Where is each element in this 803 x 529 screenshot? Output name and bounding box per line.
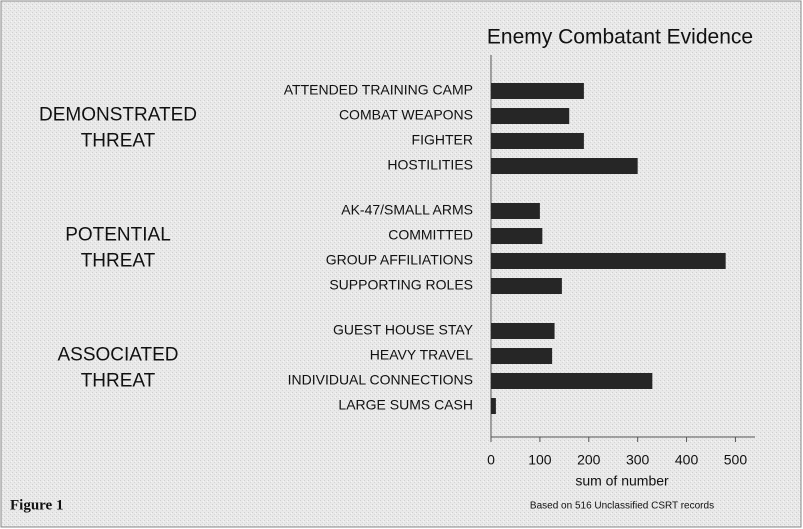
x-tick-label: 0 (487, 452, 495, 468)
category-label: AK-47/SMALL ARMS (341, 202, 473, 218)
chart-title: Enemy Combatant Evidence (487, 26, 753, 49)
category-label: COMBAT WEAPONS (339, 107, 473, 123)
bar (491, 203, 540, 219)
group-label: THREAT (81, 371, 156, 392)
x-tick-label: 200 (577, 452, 601, 468)
category-label: FIGHTER (412, 132, 473, 148)
bar (491, 373, 653, 389)
x-tick-label: 300 (626, 452, 650, 468)
bar (491, 133, 584, 149)
category-label: SUPPORTING ROLES (329, 277, 473, 293)
bar (491, 228, 543, 244)
category-label: HOSTILITIES (387, 157, 473, 173)
group-label: THREAT (81, 251, 156, 272)
figure-label: Figure 1 (10, 497, 63, 513)
bar (491, 108, 570, 124)
bar (491, 278, 562, 294)
category-label: HEAVY TRAVEL (370, 347, 473, 363)
bar (491, 83, 584, 99)
bar (491, 253, 726, 269)
category-label: COMMITTED (388, 227, 473, 243)
note: Based on 516 Unclassified CSRT records (530, 501, 714, 512)
bar (491, 323, 555, 339)
category-label: GROUP AFFILIATIONS (326, 252, 473, 268)
group-label: POTENTIAL (65, 225, 171, 246)
x-tick-label: 500 (724, 452, 748, 468)
bar (491, 398, 496, 414)
category-label: GUEST HOUSE STAY (333, 322, 474, 338)
category-label: ATTENDED TRAINING CAMP (284, 82, 473, 98)
category-label: LARGE SUMS CASH (338, 397, 473, 413)
group-label: DEMONSTRATED (39, 105, 197, 126)
bar (491, 158, 638, 174)
category-label: INDIVIDUAL CONNECTIONS (288, 372, 473, 388)
x-axis-label: sum of number (575, 473, 669, 489)
bar (491, 348, 553, 364)
group-label: THREAT (81, 131, 156, 152)
group-label: ASSOCIATED (57, 345, 178, 366)
x-tick-label: 100 (528, 452, 552, 468)
x-tick-label: 400 (675, 452, 699, 468)
